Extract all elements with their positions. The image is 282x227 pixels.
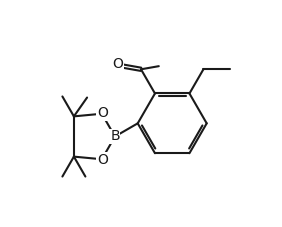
Text: B: B	[110, 129, 120, 143]
Text: O: O	[97, 106, 108, 120]
Text: O: O	[112, 57, 123, 71]
Text: O: O	[97, 153, 108, 167]
